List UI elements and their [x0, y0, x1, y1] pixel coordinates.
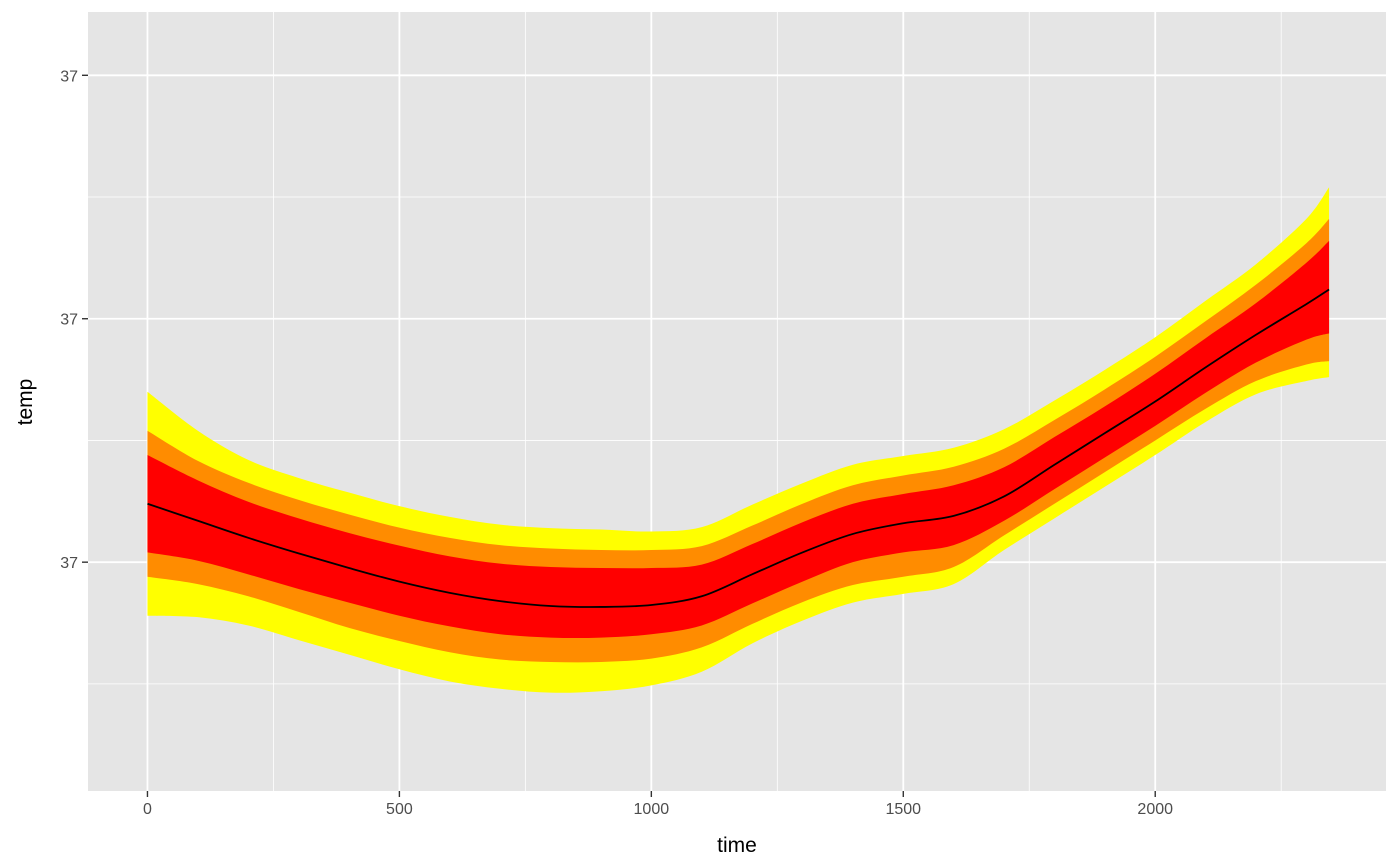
y-axis-title: temp [14, 379, 37, 426]
ribbon-bands [147, 187, 1330, 693]
y-tick-label: 37 [60, 312, 78, 329]
x-tick-label: 500 [386, 801, 413, 818]
x-tick-label: 1500 [885, 801, 921, 818]
median-line [147, 288, 1330, 608]
middle-band [147, 218, 1330, 663]
axis-tick-labels: 0 500 1000 1500 2000 37 37 37 [60, 68, 1173, 818]
x-tick-label: 0 [143, 801, 152, 818]
x-tick-label: 1000 [634, 801, 670, 818]
inner-band [147, 240, 1330, 639]
axis-ticks [82, 74, 1156, 797]
x-axis-title: time [717, 834, 757, 857]
median-line-group [147, 288, 1330, 608]
y-tick-label: 37 [60, 68, 78, 85]
y-tick-label: 37 [60, 555, 78, 572]
x-tick-label: 2000 [1137, 801, 1173, 818]
